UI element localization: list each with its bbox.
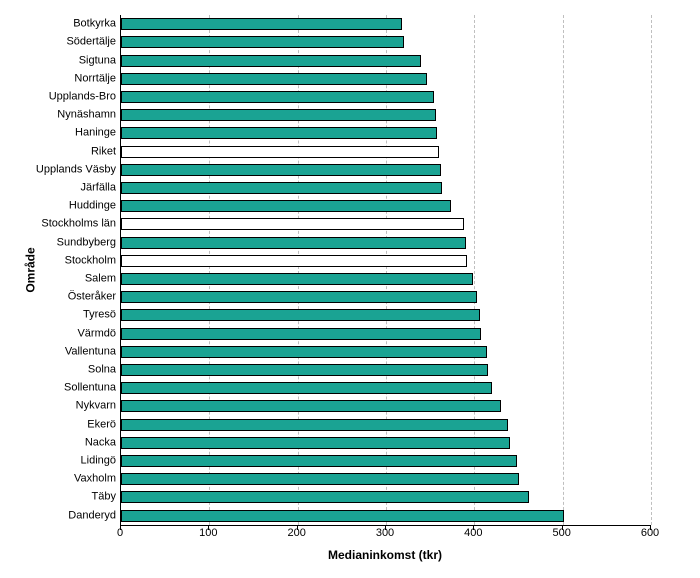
y-tick-label: Haninge bbox=[0, 128, 116, 139]
bar bbox=[121, 510, 564, 522]
bar bbox=[121, 328, 481, 340]
y-tick-label: Stockholm bbox=[0, 255, 116, 266]
bar bbox=[121, 55, 421, 67]
bar bbox=[121, 91, 434, 103]
bar bbox=[121, 36, 404, 48]
bar bbox=[121, 364, 488, 376]
bar bbox=[121, 491, 529, 503]
gridline bbox=[563, 15, 564, 525]
x-axis-title: Medianinkomst (tkr) bbox=[120, 548, 650, 562]
x-tick-label: 500 bbox=[552, 527, 570, 539]
y-tick-label: Södertälje bbox=[0, 37, 116, 48]
y-tick-label: Tyresö bbox=[0, 310, 116, 321]
y-tick-label: Österåker bbox=[0, 292, 116, 303]
x-tick-label: 200 bbox=[287, 527, 305, 539]
bar bbox=[121, 182, 442, 194]
y-tick-label: Nykvarn bbox=[0, 401, 116, 412]
y-tick-label: Solna bbox=[0, 364, 116, 375]
y-tick-label: Danderyd bbox=[0, 510, 116, 521]
y-tick-label: Nacka bbox=[0, 437, 116, 448]
bar bbox=[121, 127, 437, 139]
bar bbox=[121, 146, 439, 158]
bar bbox=[121, 200, 451, 212]
bar bbox=[121, 18, 402, 30]
y-tick-label: Vallentuna bbox=[0, 346, 116, 357]
x-tick-label: 600 bbox=[641, 527, 659, 539]
y-tick-label: Lidingö bbox=[0, 455, 116, 466]
median-income-bar-chart: Område Botkyrka Södertälje Sigtuna Norrtälj… bbox=[0, 0, 700, 578]
bar bbox=[121, 218, 464, 230]
y-tick-label: Sigtuna bbox=[0, 55, 116, 66]
bar bbox=[121, 164, 441, 176]
x-tick-label: 0 bbox=[117, 527, 123, 539]
y-tick-label: Ekerö bbox=[0, 419, 116, 430]
y-tick-label: Norrtälje bbox=[0, 73, 116, 84]
y-tick-label: Värmdö bbox=[0, 328, 116, 339]
y-tick-label: Botkyrka bbox=[0, 19, 116, 30]
bar bbox=[121, 455, 517, 467]
y-tick-label: Huddinge bbox=[0, 201, 116, 212]
bar bbox=[121, 255, 467, 267]
bar bbox=[121, 309, 480, 321]
bar bbox=[121, 291, 477, 303]
bar bbox=[121, 382, 492, 394]
y-tick-label: Nynäshamn bbox=[0, 110, 116, 121]
y-tick-label: Stockholms län bbox=[0, 219, 116, 230]
y-tick-label: Järfälla bbox=[0, 182, 116, 193]
bar bbox=[121, 346, 487, 358]
x-tick-label: 400 bbox=[464, 527, 482, 539]
x-tick-label: 300 bbox=[376, 527, 394, 539]
bar bbox=[121, 400, 501, 412]
y-tick-label: Sundbyberg bbox=[0, 237, 116, 248]
bar bbox=[121, 109, 436, 121]
plot-area bbox=[120, 15, 651, 526]
x-tick-label: 100 bbox=[199, 527, 217, 539]
y-tick-label: Upplands Väsby bbox=[0, 164, 116, 175]
y-tick-label: Upplands-Bro bbox=[0, 91, 116, 102]
bar bbox=[121, 419, 508, 431]
bar bbox=[121, 437, 510, 449]
bar bbox=[121, 473, 519, 485]
bar bbox=[121, 237, 466, 249]
y-tick-label: Vaxholm bbox=[0, 474, 116, 485]
bar bbox=[121, 73, 427, 85]
y-tick-label: Salem bbox=[0, 273, 116, 284]
y-tick-label: Riket bbox=[0, 146, 116, 157]
y-tick-label: Täby bbox=[0, 492, 116, 503]
y-tick-label: Sollentuna bbox=[0, 383, 116, 394]
gridline bbox=[651, 15, 652, 525]
bar bbox=[121, 273, 473, 285]
y-axis-title-text: Område bbox=[24, 247, 38, 292]
